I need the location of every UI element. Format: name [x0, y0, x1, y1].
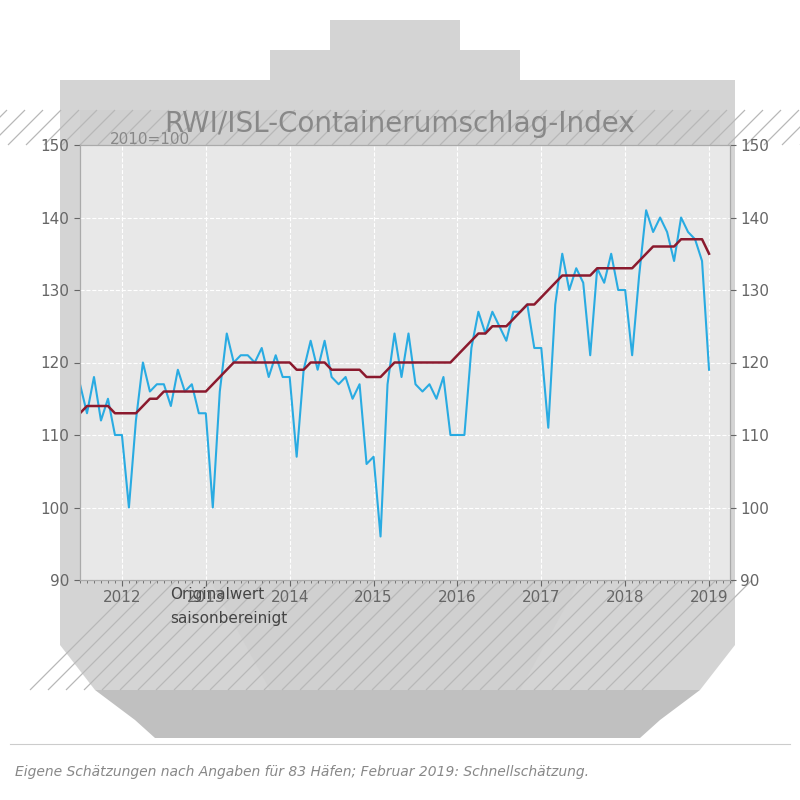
- Polygon shape: [210, 580, 580, 690]
- Polygon shape: [95, 690, 700, 720]
- Text: 2010=100: 2010=100: [110, 133, 190, 147]
- Bar: [80, 110, 720, 145]
- Text: RWI/ISL-Containerumschlag-Index: RWI/ISL-Containerumschlag-Index: [165, 110, 635, 138]
- Polygon shape: [60, 115, 735, 645]
- Text: Eigene Schätzungen nach Angaben für 83 Häfen; Februar 2019: Schnellschätzung.: Eigene Schätzungen nach Angaben für 83 H…: [15, 765, 589, 779]
- Bar: [80, 110, 720, 145]
- Bar: [0, 745, 800, 800]
- Polygon shape: [60, 645, 735, 690]
- Polygon shape: [60, 80, 735, 115]
- Bar: [60, 525, 735, 645]
- Polygon shape: [135, 720, 660, 738]
- Polygon shape: [330, 20, 460, 50]
- Text: saisonbereinigt: saisonbereinigt: [170, 610, 287, 626]
- Text: Originalwert: Originalwert: [170, 587, 264, 602]
- Polygon shape: [270, 50, 520, 80]
